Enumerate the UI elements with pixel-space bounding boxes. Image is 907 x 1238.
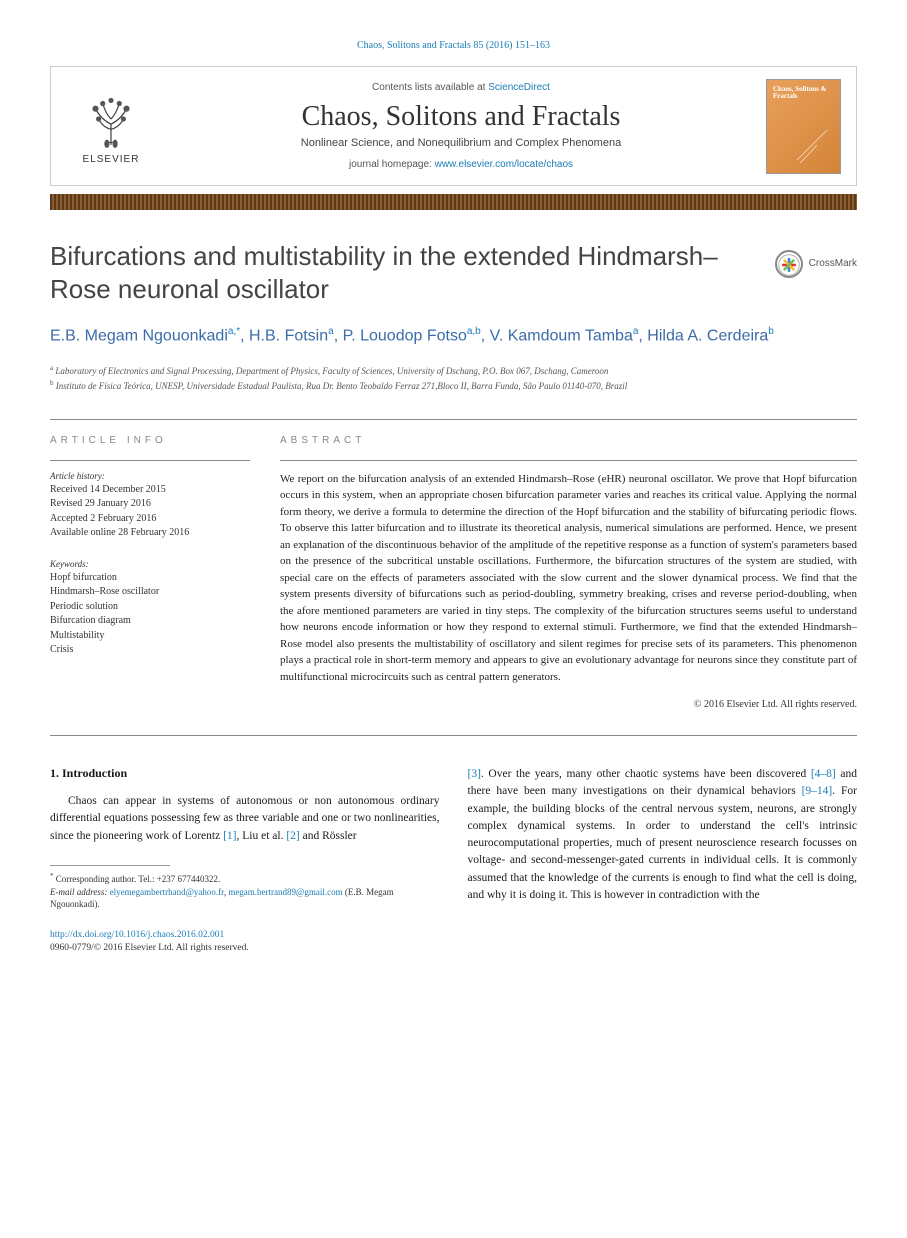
keywords-label: Keywords: <box>50 559 250 569</box>
intro-para-left: Chaos can appear in systems of autonomou… <box>50 793 440 845</box>
rule-info <box>50 460 250 461</box>
history-online: Available online 28 February 2016 <box>50 526 250 541</box>
history-label: Article history: <box>50 471 250 481</box>
abstract-text: We report on the bifurcation analysis of… <box>280 471 857 686</box>
abstract-label: ABSTRACT <box>280 435 857 446</box>
journal-banner: ELSEVIER Contents lists available at Sci… <box>50 66 857 186</box>
sciencedirect-link[interactable]: ScienceDirect <box>488 82 550 93</box>
contents-available: Contents lists available at ScienceDirec… <box>166 82 756 93</box>
crossmark-label: CrossMark <box>809 258 857 271</box>
elsevier-tree-icon <box>80 88 142 150</box>
crossmark-icon <box>775 250 803 278</box>
keyword: Crisis <box>50 643 250 658</box>
stripe-divider <box>50 194 857 210</box>
keyword: Periodic solution <box>50 600 250 615</box>
doi-block: http://dx.doi.org/10.1016/j.chaos.2016.0… <box>50 929 440 956</box>
keyword: Hindmarsh–Rose oscillator <box>50 585 250 600</box>
homepage-line: journal homepage: www.elsevier.com/locat… <box>166 159 756 170</box>
keyword: Multistability <box>50 629 250 644</box>
header-citation: Chaos, Solitons and Fractals 85 (2016) 1… <box>50 40 857 51</box>
keyword: Bifurcation diagram <box>50 614 250 629</box>
keyword: Hopf bifurcation <box>50 571 250 586</box>
history-received: Received 14 December 2015 <box>50 483 250 498</box>
abstract-copyright: © 2016 Elsevier Ltd. All rights reserved… <box>280 699 857 710</box>
journal-cover-thumb: Chaos, Solitons & Fractals <box>766 79 841 174</box>
history-revised: Revised 29 January 2016 <box>50 497 250 512</box>
intro-heading: 1. Introduction <box>50 766 440 781</box>
homepage-link[interactable]: www.elsevier.com/locate/chaos <box>435 159 573 170</box>
issn-copyright: 0960-0779/© 2016 Elsevier Ltd. All right… <box>50 943 249 953</box>
email-footnote: E-mail address: elyemegambertrhand@yahoo… <box>50 886 440 911</box>
rule-bottom <box>50 735 857 736</box>
citation-link[interactable]: Chaos, Solitons and Fractals 85 (2016) 1… <box>357 40 550 51</box>
affiliation-b: b Instituto de Física Teórica, UNESP, Un… <box>50 378 857 394</box>
rule-abstract <box>280 460 857 461</box>
publisher-logo-block: ELSEVIER <box>66 88 156 165</box>
crossmark-badge[interactable]: CrossMark <box>775 250 857 278</box>
affiliations: a Laboratory of Electronics and Signal P… <box>50 363 857 394</box>
cover-title: Chaos, Solitons & Fractals <box>773 86 840 101</box>
author-list: E.B. Megam Ngouonkadia,*, H.B. Fotsina, … <box>50 325 857 348</box>
journal-title: Chaos, Solitons and Fractals <box>166 101 756 133</box>
intro-para-right: [3]. Over the years, many other chaotic … <box>468 766 858 904</box>
article-info-label: ARTICLE INFO <box>50 435 250 446</box>
footnote-rule <box>50 865 170 866</box>
history-accepted: Accepted 2 February 2016 <box>50 512 250 527</box>
email-link-1[interactable]: elyemegambertrhand@yahoo.fr <box>110 887 224 897</box>
article-title: Bifurcations and multistability in the e… <box>50 240 857 305</box>
email-link-2[interactable]: megam.bertrand89@gmail.com <box>228 887 342 897</box>
journal-subtitle: Nonlinear Science, and Nonequilibrium an… <box>166 137 756 149</box>
corresponding-footnote: * Corresponding author. Tel.: +237 67744… <box>50 872 440 886</box>
doi-link[interactable]: http://dx.doi.org/10.1016/j.chaos.2016.0… <box>50 930 224 940</box>
publisher-label: ELSEVIER <box>83 154 140 165</box>
affiliation-a: a Laboratory of Electronics and Signal P… <box>50 363 857 379</box>
